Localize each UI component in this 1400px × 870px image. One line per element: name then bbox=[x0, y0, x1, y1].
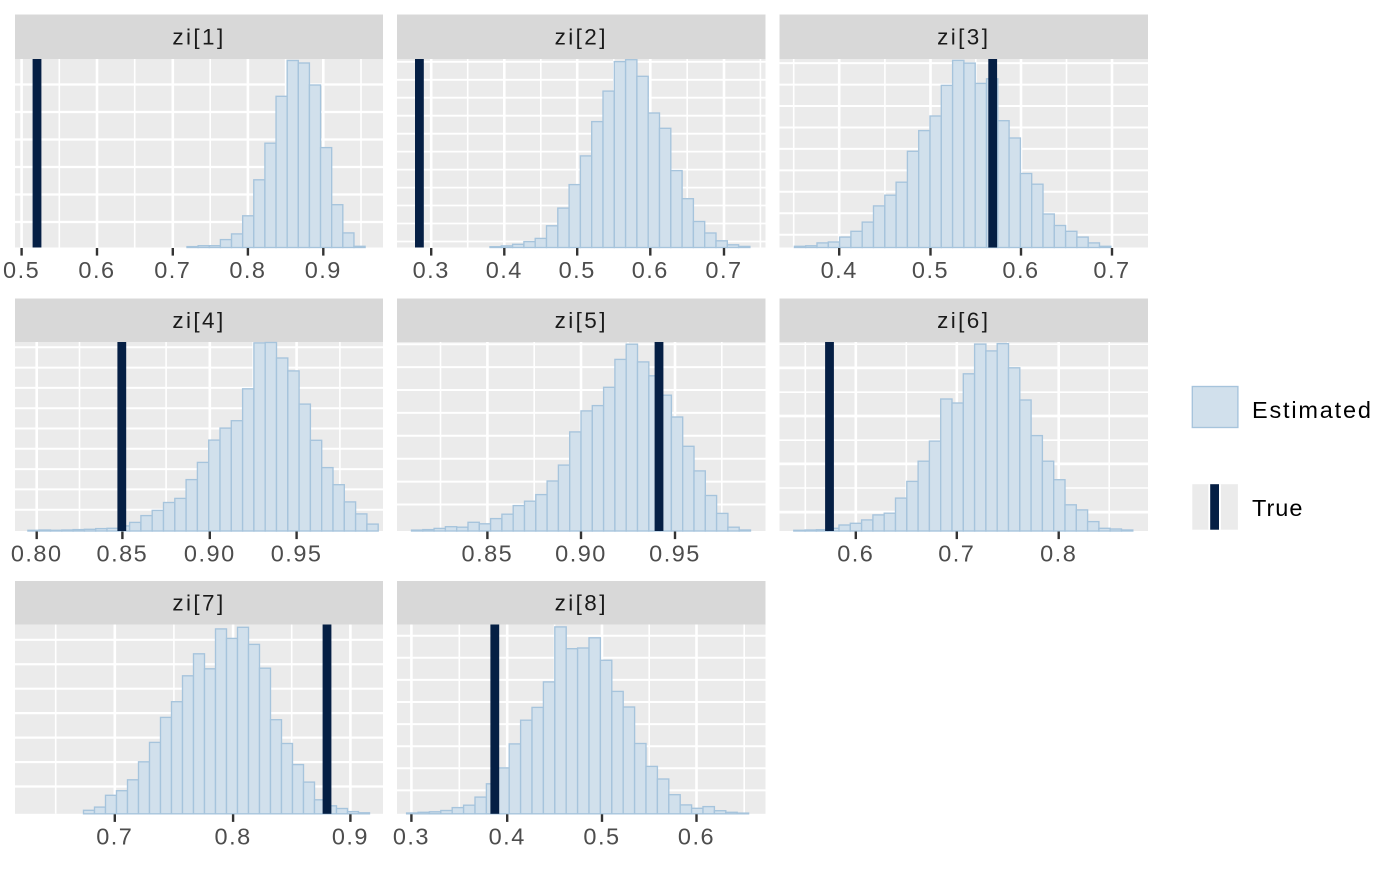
svg-text:zi[6]: zi[6] bbox=[937, 308, 990, 333]
svg-text:0.8: 0.8 bbox=[215, 823, 252, 849]
svg-text:0.5: 0.5 bbox=[912, 257, 949, 283]
svg-text:0.90: 0.90 bbox=[184, 541, 236, 567]
svg-text:zi[8]: zi[8] bbox=[555, 591, 608, 616]
svg-text:0.9: 0.9 bbox=[332, 823, 369, 849]
svg-text:zi[1]: zi[1] bbox=[172, 25, 225, 50]
svg-text:0.7: 0.7 bbox=[154, 257, 191, 283]
svg-text:0.4: 0.4 bbox=[821, 257, 858, 283]
svg-text:True: True bbox=[1252, 495, 1303, 521]
svg-text:0.7: 0.7 bbox=[705, 257, 742, 283]
svg-text:zi[5]: zi[5] bbox=[555, 308, 608, 333]
svg-text:0.9: 0.9 bbox=[305, 257, 342, 283]
svg-text:zi[4]: zi[4] bbox=[172, 308, 225, 333]
svg-text:0.7: 0.7 bbox=[938, 541, 975, 567]
svg-text:0.5: 0.5 bbox=[583, 823, 620, 849]
svg-text:0.80: 0.80 bbox=[11, 541, 63, 567]
svg-text:0.4: 0.4 bbox=[486, 257, 523, 283]
svg-text:zi[7]: zi[7] bbox=[172, 591, 225, 616]
svg-text:0.8: 0.8 bbox=[229, 257, 266, 283]
svg-text:0.85: 0.85 bbox=[97, 541, 149, 567]
svg-text:0.95: 0.95 bbox=[649, 541, 701, 567]
svg-text:0.7: 0.7 bbox=[1093, 257, 1130, 283]
svg-text:0.4: 0.4 bbox=[489, 823, 526, 849]
svg-text:0.7: 0.7 bbox=[96, 823, 133, 849]
svg-text:0.95: 0.95 bbox=[271, 541, 323, 567]
svg-text:0.8: 0.8 bbox=[1040, 541, 1077, 567]
svg-text:0.90: 0.90 bbox=[555, 541, 607, 567]
svg-text:0.6: 0.6 bbox=[678, 823, 715, 849]
svg-text:zi[3]: zi[3] bbox=[937, 25, 990, 50]
svg-text:0.85: 0.85 bbox=[462, 541, 514, 567]
svg-text:zi[2]: zi[2] bbox=[555, 25, 608, 50]
svg-text:Estimated: Estimated bbox=[1252, 397, 1373, 423]
svg-text:0.3: 0.3 bbox=[413, 257, 450, 283]
svg-text:0.6: 0.6 bbox=[78, 257, 115, 283]
svg-text:0.6: 0.6 bbox=[1002, 257, 1039, 283]
svg-text:0.6: 0.6 bbox=[837, 541, 874, 567]
svg-text:0.5: 0.5 bbox=[3, 257, 40, 283]
svg-text:0.6: 0.6 bbox=[632, 257, 669, 283]
svg-text:0.5: 0.5 bbox=[559, 257, 596, 283]
svg-text:0.3: 0.3 bbox=[393, 823, 430, 849]
